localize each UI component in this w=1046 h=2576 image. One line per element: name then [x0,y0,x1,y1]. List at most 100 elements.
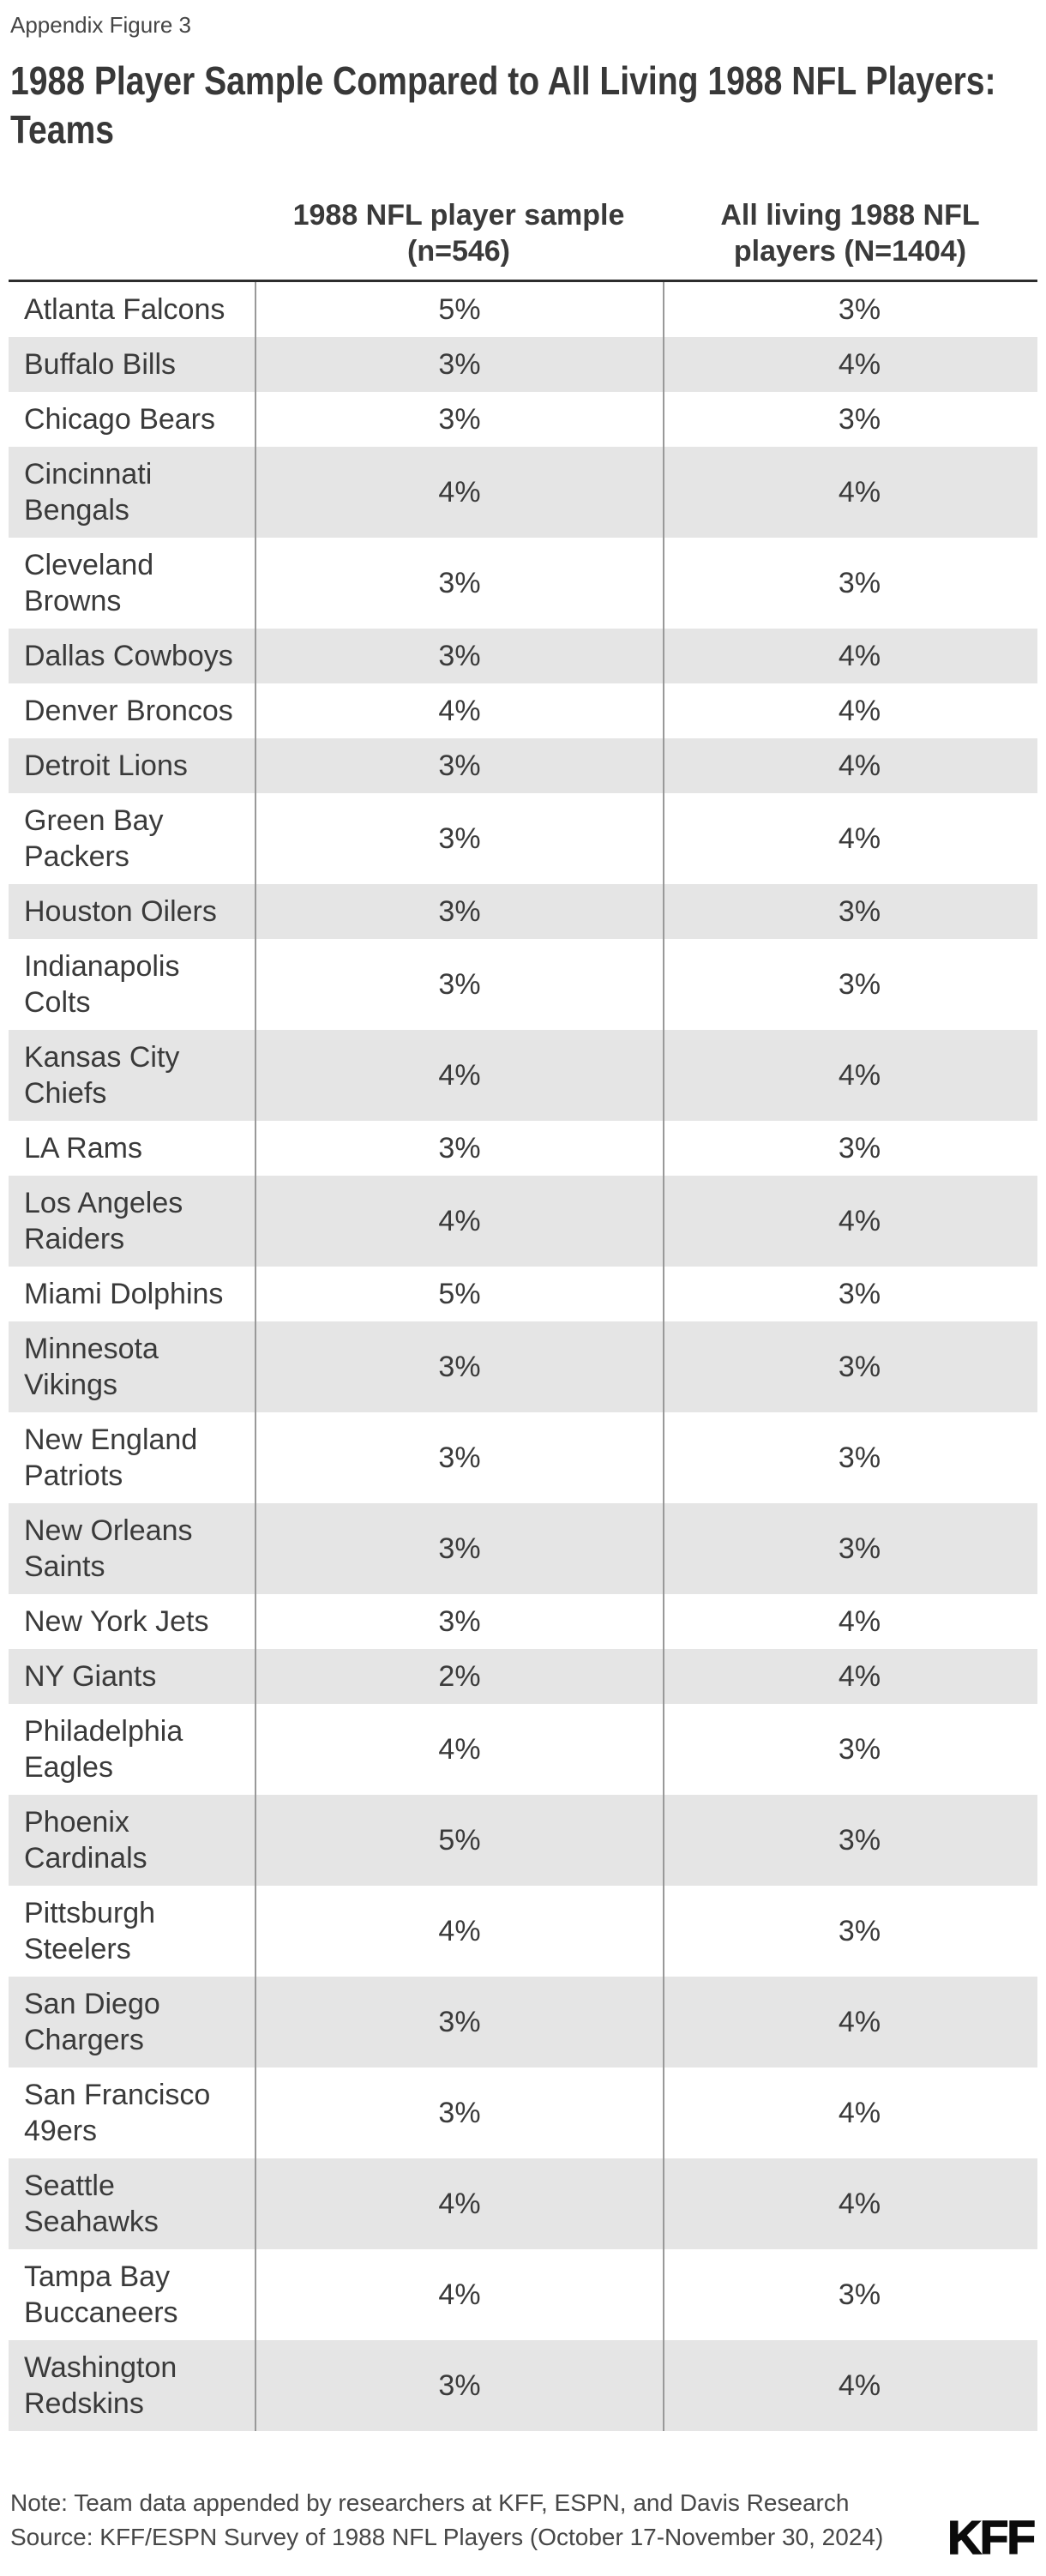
all-players-percent-cell: 4% [663,793,1037,884]
table-row: Kansas City Chiefs 4% 4% [9,1030,1037,1121]
all-players-percent-cell: 4% [663,629,1037,683]
table-row: Minnesota Vikings 3% 3% [9,1321,1037,1412]
team-name-cell: New England Patriots [9,1412,255,1503]
team-name-cell: Philadelphia Eagles [9,1704,255,1795]
table-row: Seattle Seahawks 4% 4% [9,2158,1037,2249]
team-name-cell: Pittsburgh Steelers [9,1886,255,1977]
all-players-percent-cell: 3% [663,2249,1037,2340]
team-name-cell: Washington Redskins [9,2340,255,2431]
all-players-percent-cell: 4% [663,2067,1037,2158]
table-row: Cincinnati Bengals 4% 4% [9,447,1037,538]
table-row: Detroit Lions 3% 4% [9,738,1037,793]
team-name-cell: LA Rams [9,1121,255,1176]
table-row: Denver Broncos 4% 4% [9,683,1037,738]
table-row: Pittsburgh Steelers 4% 3% [9,1886,1037,1977]
all-players-percent-cell: 4% [663,738,1037,793]
team-name-cell: Cleveland Browns [9,538,255,629]
table-row: Philadelphia Eagles 4% 3% [9,1704,1037,1795]
team-name-cell: Chicago Bears [9,392,255,447]
table-row: LA Rams 3% 3% [9,1121,1037,1176]
table-header-row: 1988 NFL player sample (n=546) All livin… [9,154,1037,282]
sample-percent-cell: 3% [255,538,663,629]
table-row: New Orleans Saints 3% 3% [9,1503,1037,1594]
all-players-percent-cell: 4% [663,447,1037,538]
column-header-sample: 1988 NFL player sample (n=546) [255,154,663,282]
sample-percent-cell: 3% [255,1977,663,2067]
teams-comparison-table: 1988 NFL player sample (n=546) All livin… [9,154,1037,2431]
all-players-percent-cell: 4% [663,1977,1037,2067]
all-players-percent-cell: 3% [663,282,1037,337]
all-players-percent-cell: 3% [663,1886,1037,1977]
sample-percent-cell: 4% [255,1886,663,1977]
all-players-percent-cell: 4% [663,2158,1037,2249]
sample-percent-cell: 3% [255,1594,663,1649]
team-name-cell: NY Giants [9,1649,255,1704]
sample-percent-cell: 3% [255,1121,663,1176]
sample-percent-cell: 3% [255,2340,663,2431]
sample-percent-cell: 4% [255,2158,663,2249]
sample-percent-cell: 3% [255,793,663,884]
table-row: NY Giants 2% 4% [9,1649,1037,1704]
corner-header-cell [9,154,255,282]
sample-percent-cell: 5% [255,282,663,337]
page-title: 1988 Player Sample Compared to All Livin… [10,58,996,152]
all-players-percent-cell: 3% [663,1503,1037,1594]
table-row: Houston Oilers 3% 3% [9,884,1037,939]
team-name-cell: Atlanta Falcons [9,282,255,337]
table-row: Atlanta Falcons 5% 3% [9,282,1037,337]
team-name-cell: Phoenix Cardinals [9,1795,255,1886]
source-text: Source: KFF/ESPN Survey of 1988 NFL Play… [10,2524,884,2550]
all-players-percent-cell: 3% [663,1121,1037,1176]
all-players-percent-cell: 4% [663,683,1037,738]
team-name-cell: Minnesota Vikings [9,1321,255,1412]
footnotes: Note: Team data appended by researchers … [10,2486,1046,2555]
all-players-percent-cell: 3% [663,939,1037,1030]
team-name-cell: San Francisco 49ers [9,2067,255,2158]
team-name-cell: Indianapolis Colts [9,939,255,1030]
sample-percent-cell: 3% [255,629,663,683]
all-players-percent-cell: 3% [663,1267,1037,1321]
team-name-cell: Tampa Bay Buccaneers [9,2249,255,2340]
all-players-percent-cell: 3% [663,392,1037,447]
sample-percent-cell: 3% [255,1412,663,1503]
team-name-cell: New York Jets [9,1594,255,1649]
all-players-percent-cell: 3% [663,538,1037,629]
all-players-percent-cell: 4% [663,1176,1037,1267]
all-players-percent-cell: 3% [663,1795,1037,1886]
column-header-all-players: All living 1988 NFL players (N=1404) [663,154,1037,282]
sample-percent-cell: 2% [255,1649,663,1704]
all-players-percent-cell: 4% [663,1594,1037,1649]
sample-percent-cell: 3% [255,337,663,392]
team-name-cell: Dallas Cowboys [9,629,255,683]
sample-percent-cell: 3% [255,939,663,1030]
table-row: New England Patriots 3% 3% [9,1412,1037,1503]
table-row: Los Angeles Raiders 4% 4% [9,1176,1037,1267]
all-players-percent-cell: 4% [663,1030,1037,1121]
table-row: Buffalo Bills 3% 4% [9,337,1037,392]
team-name-cell: Detroit Lions [9,738,255,793]
sample-percent-cell: 4% [255,1176,663,1267]
table-row: San Francisco 49ers 3% 4% [9,2067,1037,2158]
table-row: Indianapolis Colts 3% 3% [9,939,1037,1030]
team-name-cell: Seattle Seahawks [9,2158,255,2249]
all-players-percent-cell: 4% [663,337,1037,392]
team-name-cell: San Diego Chargers [9,1977,255,2067]
note-text: Note: Team data appended by researchers … [10,2489,850,2516]
team-name-cell: Houston Oilers [9,884,255,939]
table-row: Tampa Bay Buccaneers 4% 3% [9,2249,1037,2340]
team-name-cell: Cincinnati Bengals [9,447,255,538]
sample-percent-cell: 5% [255,1267,663,1321]
sample-percent-cell: 4% [255,2249,663,2340]
all-players-percent-cell: 4% [663,1649,1037,1704]
table-row: Washington Redskins 3% 4% [9,2340,1037,2431]
team-name-cell: Miami Dolphins [9,1267,255,1321]
all-players-percent-cell: 3% [663,884,1037,939]
sample-percent-cell: 5% [255,1795,663,1886]
appendix-figure-label: Appendix Figure 3 [10,12,192,38]
team-name-cell: Green Bay Packers [9,793,255,884]
team-name-cell: Buffalo Bills [9,337,255,392]
team-name-cell: Los Angeles Raiders [9,1176,255,1267]
team-name-cell: New Orleans Saints [9,1503,255,1594]
all-players-percent-cell: 3% [663,1321,1037,1412]
table-row: Cleveland Browns 3% 3% [9,538,1037,629]
